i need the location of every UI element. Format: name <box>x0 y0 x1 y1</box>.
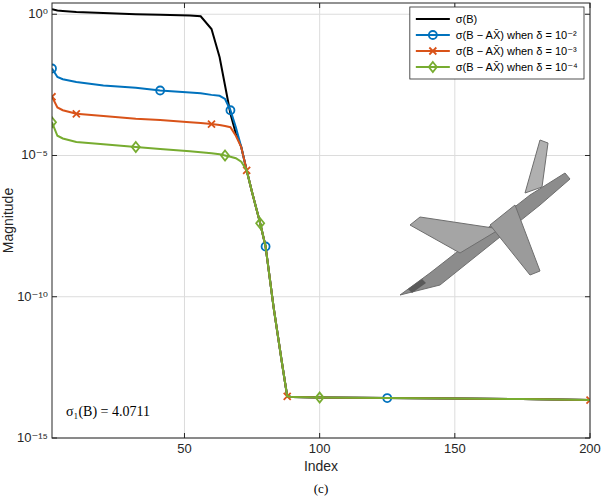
tick-label: 10⁰ <box>28 6 48 21</box>
grid-line <box>184 3 185 438</box>
tick-mark <box>52 155 57 156</box>
plot-frame <box>52 3 590 438</box>
series-line <box>52 9 590 400</box>
grid-line <box>52 296 590 297</box>
legend-label: σ(B − AX̄) when δ = 10⁻⁴ <box>456 61 578 73</box>
tick-mark <box>454 433 455 438</box>
series-marker <box>221 150 229 160</box>
legend-label: σ(B) <box>456 13 477 25</box>
tick-mark <box>52 14 57 15</box>
tick-mark <box>52 438 57 439</box>
aircraft-body <box>400 173 570 295</box>
data-group <box>52 9 590 403</box>
axis-title: Index <box>304 458 338 474</box>
aircraft-tail <box>525 140 548 193</box>
tick-mark <box>319 3 320 8</box>
legend-swatch <box>416 18 450 20</box>
tick-label: 50 <box>177 441 191 456</box>
series-line <box>52 69 590 401</box>
legend-swatch <box>416 66 450 68</box>
aircraft-wing <box>490 205 540 275</box>
tick-mark <box>590 433 591 438</box>
series-marker <box>256 218 264 228</box>
axis-title: Magnitude <box>0 188 16 254</box>
tick-label: 100 <box>309 441 331 456</box>
series-marker <box>208 121 215 128</box>
aircraft-image <box>400 140 570 295</box>
series-marker <box>52 117 56 127</box>
legend: σ(B) σ(B − AX̄) when δ = 10⁻² σ(B − AX̄) w… <box>410 7 584 79</box>
series-marker <box>226 106 234 114</box>
series-marker <box>156 86 164 94</box>
tick-mark <box>590 3 591 8</box>
series-line <box>52 97 590 400</box>
legend-swatch <box>416 34 450 36</box>
grid-line <box>52 155 590 156</box>
series-marker <box>132 142 140 152</box>
legend-box <box>410 7 584 79</box>
plot-area <box>52 3 590 438</box>
legend-label: σ(B − AX̄) when δ = 10⁻² <box>456 29 577 41</box>
aircraft-cockpit <box>408 279 426 293</box>
legend-marker <box>429 31 437 39</box>
tick-mark <box>184 433 185 438</box>
tick-mark <box>585 438 590 439</box>
series-marker <box>73 110 80 117</box>
tick-mark <box>585 155 590 156</box>
series-marker <box>316 393 324 403</box>
tick-mark <box>184 3 185 8</box>
series-marker <box>52 65 56 73</box>
caption: (c) <box>314 481 328 496</box>
legend-marker <box>429 48 436 55</box>
aircraft-wing <box>410 217 500 253</box>
legend-label: σ(B − AX̄) when δ = 10⁻³ <box>456 45 577 57</box>
tick-mark <box>52 296 57 297</box>
annotation: σ₁(B) = 4.0711 <box>66 404 150 420</box>
chart: 10⁰ 10⁻⁵ 10⁻¹⁰ 10⁻¹⁵ 50 100 150 200 Index Magnitu… <box>0 0 615 501</box>
series-line <box>52 122 590 400</box>
series-marker <box>52 93 56 100</box>
tick-label: 10⁻⁵ <box>21 147 48 162</box>
tick-mark <box>585 296 590 297</box>
legend-marker <box>429 62 437 72</box>
tick-label: 200 <box>579 441 601 456</box>
tick-mark <box>319 433 320 438</box>
grid-line <box>319 3 320 438</box>
tick-mark <box>585 14 590 15</box>
tick-label: 10⁻¹⁵ <box>17 430 48 445</box>
tick-label: 10⁻¹⁰ <box>17 289 48 304</box>
tick-label: 150 <box>444 441 466 456</box>
